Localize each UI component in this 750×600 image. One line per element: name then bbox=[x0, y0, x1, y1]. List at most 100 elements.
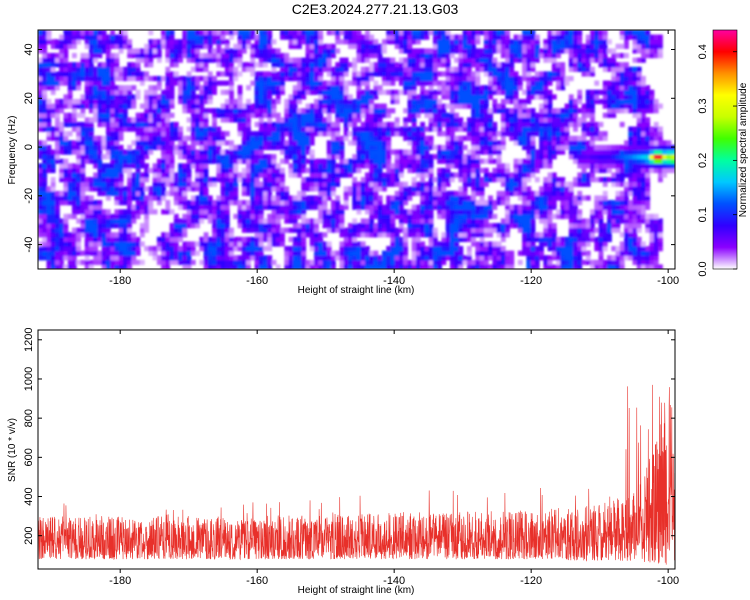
heatmap-cell bbox=[466, 264, 472, 269]
heatmap-cell bbox=[71, 232, 77, 238]
heatmap-cell bbox=[148, 149, 154, 155]
heatmap-cell bbox=[649, 94, 655, 100]
heatmap-cell bbox=[475, 135, 481, 141]
heatmap-cell bbox=[267, 163, 273, 169]
heatmap-cell bbox=[492, 227, 498, 233]
heatmap-cell bbox=[326, 112, 332, 118]
heatmap-cell bbox=[93, 186, 99, 192]
heatmap-cell bbox=[530, 89, 536, 95]
heatmap-cell bbox=[483, 181, 489, 187]
heatmap-cell bbox=[199, 200, 205, 206]
heatmap-cell bbox=[437, 264, 443, 269]
heatmap-cell bbox=[364, 94, 370, 100]
heatmap-cell bbox=[212, 89, 217, 95]
heatmap-cell bbox=[71, 241, 77, 247]
heatmap-cell bbox=[76, 112, 82, 118]
heatmap-cell bbox=[420, 149, 426, 155]
heatmap-cell bbox=[636, 204, 642, 210]
heatmap-cell bbox=[364, 85, 370, 91]
heatmap-cell bbox=[543, 204, 549, 210]
heatmap-cell bbox=[254, 85, 260, 91]
heatmap-cell bbox=[190, 144, 196, 151]
heatmap-cell bbox=[492, 149, 498, 155]
heatmap-cell bbox=[301, 71, 307, 77]
heatmap-cell bbox=[505, 177, 510, 183]
heatmap-cell bbox=[390, 204, 396, 210]
heatmap-cell bbox=[339, 158, 345, 164]
heatmap-cell bbox=[411, 85, 417, 91]
heatmap-cell bbox=[326, 195, 332, 201]
heatmap-cell bbox=[437, 98, 443, 105]
heatmap-cell bbox=[114, 195, 120, 201]
heatmap-cell bbox=[144, 112, 150, 118]
heatmap-cell bbox=[263, 204, 268, 210]
heatmap-cell bbox=[271, 232, 277, 238]
heatmap-cell bbox=[356, 80, 362, 86]
heatmap-cell bbox=[360, 140, 366, 146]
heatmap-cell bbox=[122, 232, 128, 238]
heatmap-cell bbox=[573, 250, 578, 256]
heatmap-cell bbox=[156, 80, 162, 86]
heatmap-cell bbox=[407, 112, 413, 118]
heatmap-cell bbox=[101, 209, 107, 215]
heatmap-cell bbox=[335, 140, 341, 146]
heatmap-cell bbox=[199, 236, 205, 243]
heatmap-cell bbox=[67, 94, 73, 100]
heatmap-cell bbox=[556, 250, 561, 256]
heatmap-cell bbox=[267, 144, 273, 151]
heatmap-cell bbox=[530, 172, 536, 178]
heatmap-cell bbox=[54, 236, 60, 243]
heatmap-cell bbox=[203, 85, 209, 91]
heatmap-cell bbox=[195, 181, 200, 187]
heatmap-cell bbox=[59, 75, 65, 82]
heatmap-cell bbox=[658, 236, 663, 243]
heatmap-cell bbox=[594, 195, 600, 201]
heatmap-cell bbox=[241, 154, 247, 160]
heatmap-cell bbox=[229, 140, 234, 146]
heatmap-cell bbox=[394, 195, 400, 201]
heatmap-cell bbox=[594, 154, 600, 160]
heatmap-cell bbox=[326, 177, 332, 183]
heatmap-cell bbox=[263, 108, 268, 114]
heatmap-cell bbox=[394, 236, 400, 243]
heatmap-cell bbox=[301, 89, 307, 95]
heatmap-cell bbox=[88, 186, 94, 192]
heatmap-cell bbox=[611, 103, 617, 109]
heatmap-cell bbox=[658, 149, 663, 155]
heatmap-cell bbox=[161, 117, 166, 123]
heatmap-cell bbox=[581, 250, 587, 256]
heatmap-cell bbox=[339, 246, 345, 252]
heatmap-cell bbox=[110, 218, 116, 224]
heatmap-cell bbox=[322, 246, 328, 252]
heatmap-cell bbox=[445, 71, 451, 77]
heatmap-cell bbox=[127, 241, 133, 247]
heatmap-cell bbox=[250, 190, 256, 197]
heatmap-cell bbox=[186, 213, 192, 220]
heatmap-cell bbox=[585, 98, 591, 105]
heatmap-cell bbox=[88, 75, 94, 82]
heatmap-cell bbox=[509, 218, 515, 224]
heatmap-cell bbox=[292, 236, 298, 243]
heatmap-cell bbox=[636, 250, 642, 256]
heatmap-cell bbox=[267, 264, 273, 269]
heatmap-cell bbox=[534, 209, 540, 215]
heatmap-cell bbox=[331, 126, 336, 132]
heatmap-cell bbox=[326, 131, 332, 137]
heatmap-cell bbox=[653, 154, 659, 160]
heatmap-cell bbox=[432, 190, 438, 197]
heatmap-cell bbox=[42, 144, 48, 151]
heatmap-cell bbox=[131, 154, 137, 160]
heatmap-cell bbox=[403, 85, 409, 91]
heatmap-cell bbox=[258, 204, 264, 210]
heatmap-cell bbox=[500, 75, 506, 82]
heatmap-cell bbox=[462, 154, 468, 160]
heatmap-cell bbox=[216, 259, 222, 266]
heatmap-cell bbox=[615, 80, 621, 86]
heatmap-cell bbox=[636, 218, 642, 224]
heatmap-cell bbox=[360, 149, 366, 155]
heatmap-cell bbox=[475, 241, 481, 247]
heatmap-cell bbox=[186, 154, 192, 160]
heatmap-cell bbox=[479, 103, 485, 109]
heatmap-cell bbox=[445, 154, 451, 160]
heatmap-cell bbox=[284, 121, 290, 128]
